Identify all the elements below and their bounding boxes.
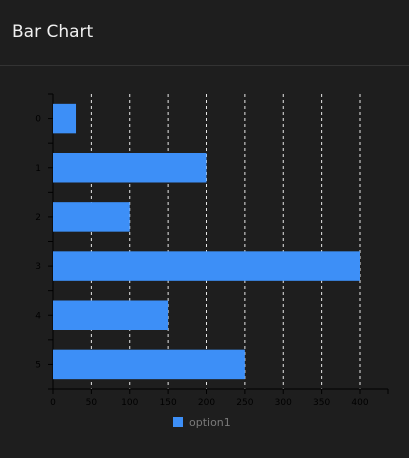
- x-tick-label-150: 150: [160, 398, 177, 408]
- panel-title: Bar Chart: [12, 22, 94, 42]
- bar-5: [53, 349, 245, 380]
- panel-header: Bar Chart: [0, 0, 409, 66]
- x-tick-label-250: 250: [236, 398, 253, 408]
- x-tick-label-50: 50: [86, 398, 98, 408]
- y-tick-label-2: 2: [35, 213, 41, 223]
- x-tick-label-300: 300: [275, 398, 292, 408]
- legend-label-option1: option1: [189, 416, 231, 429]
- bar-2: [53, 202, 130, 232]
- bar-4: [53, 300, 169, 330]
- x-tick-label-350: 350: [313, 398, 330, 408]
- x-tick-label-400: 400: [351, 398, 368, 408]
- x-tick-label-0: 0: [50, 398, 56, 408]
- y-tick-label-3: 3: [35, 262, 41, 272]
- x-tick-label-200: 200: [198, 398, 215, 408]
- y-tick-label-5: 5: [35, 360, 41, 370]
- bar-3: [53, 251, 360, 281]
- y-tick-label-0: 0: [35, 115, 41, 125]
- legend-swatch-option1: [173, 417, 183, 427]
- chart-area: 0 50 100 150 200 250 300 350 400 0 1 2 3 4 5 option1: [0, 67, 409, 453]
- bar-chart: 0 50 100 150 200 250 300 350 400 0 1 2 3 4 5 option1: [35, 93, 389, 429]
- y-tick-label-1: 1: [35, 164, 41, 174]
- y-tick-label-4: 4: [35, 311, 41, 321]
- bar-0: [53, 103, 77, 134]
- x-tick-label-100: 100: [121, 398, 138, 408]
- bar-1: [53, 153, 207, 183]
